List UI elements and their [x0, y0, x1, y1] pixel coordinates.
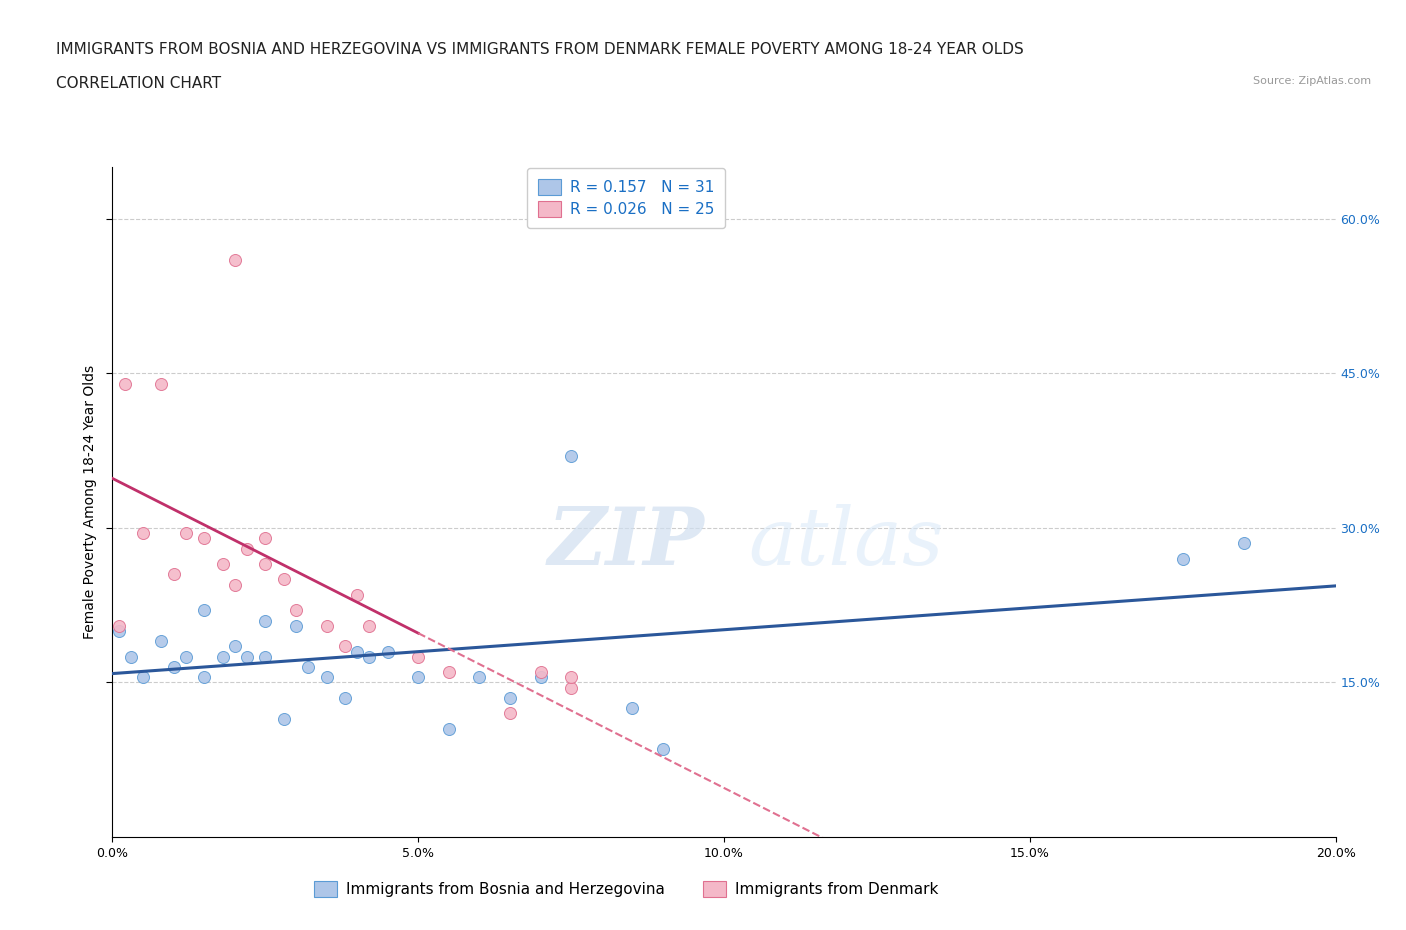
Point [107, 623, 129, 638]
Point [621, 701, 644, 716]
Point [193, 603, 215, 618]
Point [499, 690, 522, 705]
Point [254, 531, 277, 546]
Point [120, 649, 142, 664]
Point [297, 659, 319, 674]
Point [273, 572, 295, 587]
Point [499, 706, 522, 721]
Point [224, 253, 246, 268]
Point [1233, 536, 1256, 551]
Legend: Immigrants from Bosnia and Herzegovina, Immigrants from Denmark: Immigrants from Bosnia and Herzegovina, … [308, 875, 945, 903]
Point [437, 722, 460, 737]
Point [273, 711, 295, 726]
Point [114, 377, 136, 392]
Point [1171, 551, 1194, 566]
Point [163, 659, 186, 674]
Point [408, 649, 430, 664]
Point [530, 665, 553, 680]
Point [530, 670, 553, 684]
Point [315, 618, 337, 633]
Point [132, 670, 155, 684]
Text: ZIP: ZIP [548, 504, 704, 581]
Point [193, 670, 215, 684]
Point [437, 665, 460, 680]
Text: IMMIGRANTS FROM BOSNIA AND HERZEGOVINA VS IMMIGRANTS FROM DENMARK FEMALE POVERTY: IMMIGRANTS FROM BOSNIA AND HERZEGOVINA V… [56, 42, 1024, 57]
Point [174, 525, 197, 540]
Point [132, 525, 155, 540]
Point [254, 649, 277, 664]
Point [408, 670, 430, 684]
Point [150, 634, 173, 649]
Point [163, 567, 186, 582]
Point [150, 377, 173, 392]
Point [193, 531, 215, 546]
Point [333, 690, 356, 705]
Point [346, 644, 368, 659]
Point [211, 556, 233, 571]
Point [377, 644, 399, 659]
Point [224, 639, 246, 654]
Point [560, 448, 582, 463]
Text: atlas: atlas [749, 504, 943, 581]
Point [652, 742, 675, 757]
Y-axis label: Female Poverty Among 18-24 Year Olds: Female Poverty Among 18-24 Year Olds [83, 365, 97, 639]
Point [107, 618, 129, 633]
Point [359, 649, 381, 664]
Point [346, 588, 368, 603]
Point [236, 541, 259, 556]
Point [211, 649, 233, 664]
Text: Source: ZipAtlas.com: Source: ZipAtlas.com [1253, 76, 1371, 86]
Point [284, 618, 308, 633]
Point [236, 649, 259, 664]
Text: CORRELATION CHART: CORRELATION CHART [56, 76, 221, 91]
Point [224, 578, 246, 592]
Point [560, 670, 582, 684]
Point [284, 603, 308, 618]
Point [560, 680, 582, 695]
Point [254, 556, 277, 571]
Point [468, 670, 491, 684]
Point [359, 618, 381, 633]
Point [333, 639, 356, 654]
Point [315, 670, 337, 684]
Point [254, 613, 277, 628]
Point [174, 649, 197, 664]
